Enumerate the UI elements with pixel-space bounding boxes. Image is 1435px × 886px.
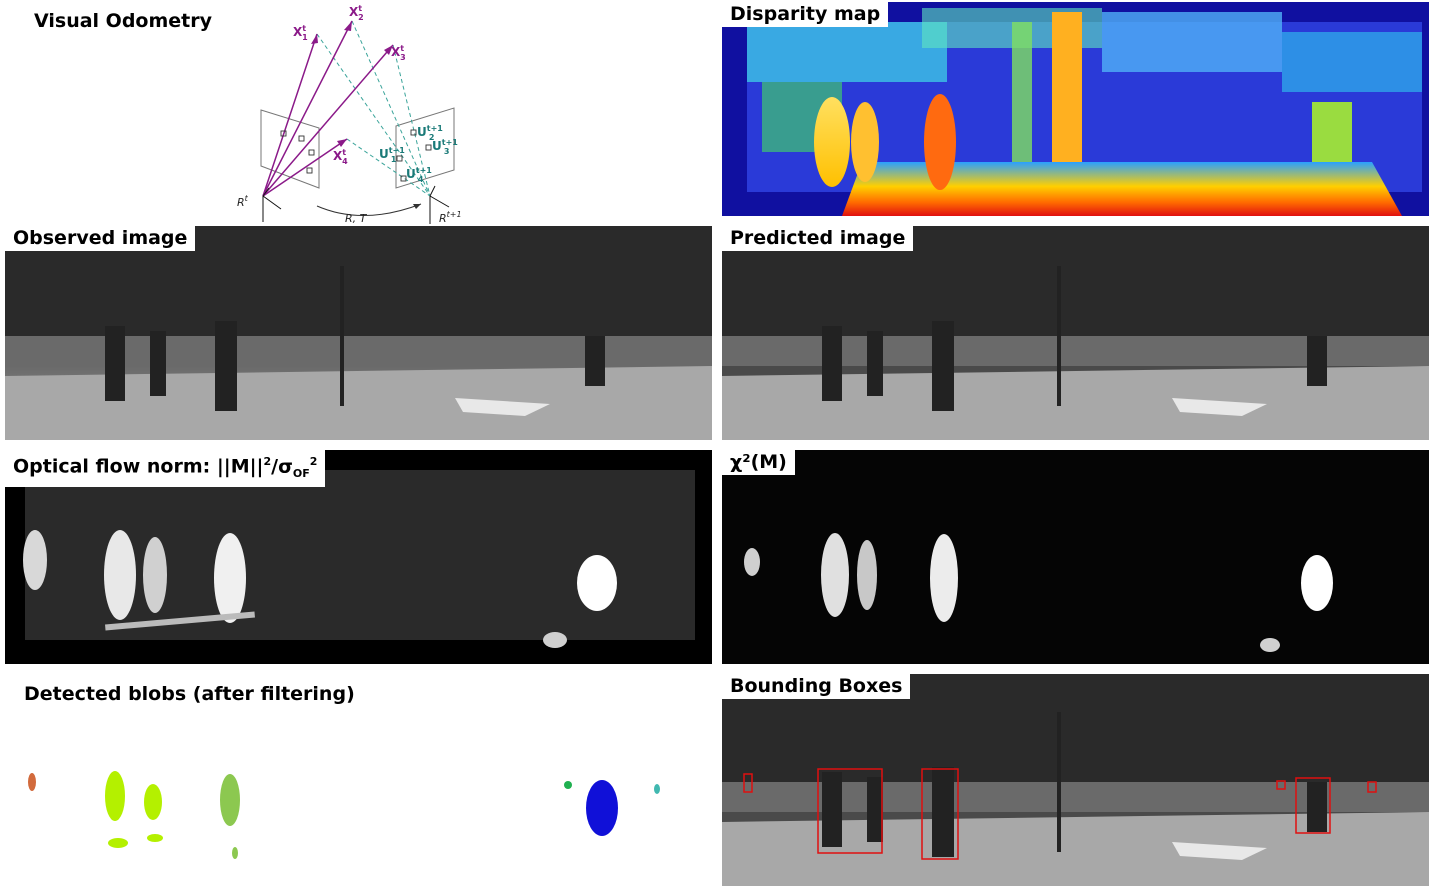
point-label-3: Xt 3 — [391, 44, 406, 62]
disparity-map-title: Disparity map — [722, 2, 889, 27]
bounding-boxes-title: Bounding Boxes — [722, 674, 911, 699]
blob-1 — [28, 773, 36, 791]
point-label-4: Xt 4 — [333, 148, 348, 166]
disparity-map-image: Disparity map — [722, 2, 1429, 216]
bbox-3 — [921, 768, 959, 860]
optical-flow-image: Optical flow norm: ||M||2/σOF2 — [5, 450, 712, 664]
predicted-image-title: Predicted image — [722, 226, 914, 251]
projection-label-2: Ut+1 2 — [417, 124, 443, 142]
bbox-6 — [1367, 781, 1377, 793]
blob-8 — [564, 781, 572, 789]
detected-blobs-title: Detected blobs (after filtering) — [24, 683, 355, 705]
motion-label: R, T — [345, 212, 368, 225]
predicted-image: Predicted image — [722, 226, 1429, 440]
blob-5 — [147, 834, 163, 842]
blob-10 — [654, 784, 660, 794]
projection-label-1: Ut+1 1 — [379, 146, 405, 164]
observed-image-title: Observed image — [5, 226, 196, 251]
blob-9 — [586, 780, 618, 836]
motion-arc — [316, 203, 422, 217]
blob-7 — [232, 847, 238, 859]
projection-label-4: Ut+1 4 — [406, 166, 432, 184]
blob-6 — [220, 774, 240, 826]
frame-t1-label: Rt+1 — [439, 210, 462, 225]
visual-odometry-diagram: Xt 1 Xt 2 Xt 3 Xt 4 Ut+1 2 Ut+1 1 Ut+1 3 Ut+1 4 … — [237, 4, 462, 225]
point-label-2: Xt 2 — [349, 4, 364, 22]
bbox-5 — [1295, 777, 1331, 834]
detected-blobs-image — [28, 771, 660, 859]
projection-label-3: Ut+1 3 — [432, 138, 458, 156]
blob-2 — [105, 771, 125, 821]
bbox-1 — [743, 773, 753, 793]
point-label-1: Xt 1 — [293, 24, 308, 42]
bbox-2 — [817, 768, 883, 854]
optical-flow-title: Optical flow norm: ||M||2/σOF2 — [5, 450, 326, 488]
chi-squared-image: χ²(M) — [722, 450, 1429, 664]
bounding-boxes-image: Bounding Boxes — [722, 674, 1429, 886]
visual-odometry-title: Visual Odometry — [34, 10, 212, 32]
observed-image: Observed image — [5, 226, 712, 440]
blob-4 — [108, 838, 128, 848]
chi-squared-title: χ²(M) — [722, 450, 795, 475]
frame-t-label: Rt — [237, 194, 249, 209]
bbox-4 — [1276, 780, 1286, 790]
blob-3 — [144, 784, 162, 820]
